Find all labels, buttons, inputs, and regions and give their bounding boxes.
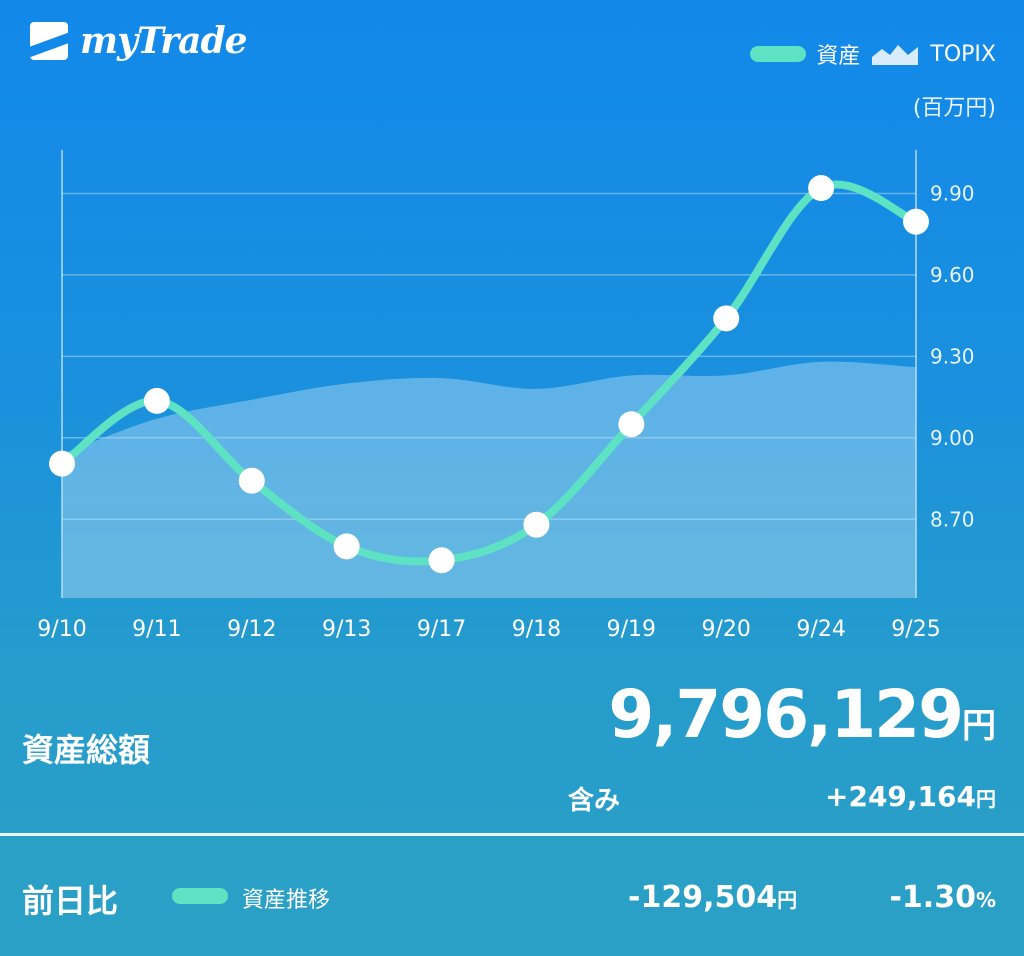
chart-legend: 資産 TOPIX bbox=[750, 38, 996, 70]
asset-legend-label: 資産 bbox=[816, 44, 861, 69]
asset-data-point bbox=[808, 175, 835, 202]
x-tick-label: 9/11 bbox=[132, 617, 181, 642]
asset-legend-swatch bbox=[750, 46, 807, 62]
day-change-label: 前日比 bbox=[22, 882, 119, 920]
asset-data-point bbox=[903, 208, 929, 235]
app-logo: myTrade bbox=[30, 20, 248, 62]
topix-area bbox=[62, 361, 916, 598]
x-tick-label: 9/12 bbox=[227, 617, 276, 642]
day-change-pct-value: -1.30 bbox=[889, 880, 976, 915]
y-tick-label: 8.70 bbox=[930, 507, 975, 531]
y-tick-label: 9.90 bbox=[930, 181, 975, 205]
topix-legend-label: TOPIX bbox=[930, 41, 996, 67]
x-tick-label: 9/20 bbox=[702, 617, 751, 642]
asset-data-point bbox=[238, 467, 265, 494]
asset-data-point bbox=[49, 450, 75, 477]
asset-line bbox=[58, 180, 920, 566]
divider bbox=[0, 833, 1024, 836]
asset-chart: 9.90 9.60 9.30 9.00 8.70 9/10 9/11 9/12 9/13 9/17… bbox=[37, 175, 975, 642]
day-change-amount: -129,504 bbox=[628, 880, 778, 915]
topix-area-icon bbox=[872, 45, 919, 65]
percent-unit: % bbox=[975, 888, 996, 912]
x-tick-label: 9/10 bbox=[37, 617, 86, 642]
asset-data-point bbox=[333, 533, 360, 560]
unrealized-value: +249,164円 bbox=[825, 780, 996, 813]
header: myTrade 資産 TOPIX (百万円) bbox=[0, 0, 1024, 140]
total-amount: 9,796,129 bbox=[608, 676, 964, 753]
asset-data-point bbox=[523, 511, 550, 538]
day-change-panel: 前日比 資産推移 -129,504円 -1.30% bbox=[0, 836, 1024, 956]
asset-data-point bbox=[713, 305, 740, 332]
asset-data-point bbox=[428, 547, 455, 574]
unrealized-label: 含み bbox=[568, 786, 621, 816]
x-tick-label: 9/17 bbox=[417, 617, 466, 642]
x-tick-label: 9/19 bbox=[607, 617, 656, 642]
y-tick-label: 9.30 bbox=[930, 344, 975, 368]
asset-data-point bbox=[618, 411, 645, 438]
y-tick-label: 9.00 bbox=[930, 426, 975, 450]
yen-unit: 円 bbox=[777, 888, 798, 912]
x-tick-label: 9/18 bbox=[512, 617, 561, 642]
y-tick-label: 9.60 bbox=[930, 263, 975, 287]
total-assets-label: 資産総額 bbox=[22, 731, 151, 769]
x-tick-label: 9/13 bbox=[322, 617, 371, 642]
total-assets-value: 9,796,129円 bbox=[608, 676, 996, 753]
unrealized-amount: +249,164 bbox=[825, 780, 976, 813]
x-tick-label: 9/25 bbox=[891, 617, 940, 642]
yen-unit: 円 bbox=[962, 706, 996, 746]
asset-data-point bbox=[143, 387, 170, 414]
app-title: myTrade bbox=[80, 20, 248, 62]
yen-unit: 円 bbox=[976, 787, 996, 811]
day-change-percent: -1.30% bbox=[889, 880, 996, 915]
day-change-value: -129,504円 bbox=[628, 880, 797, 915]
x-tick-label: 9/24 bbox=[796, 617, 845, 642]
asset-trend-label: 資産推移 bbox=[242, 888, 331, 913]
asset-trend-swatch bbox=[172, 888, 228, 904]
logo-icon bbox=[30, 22, 68, 60]
unit-label: (百万円) bbox=[912, 96, 996, 121]
